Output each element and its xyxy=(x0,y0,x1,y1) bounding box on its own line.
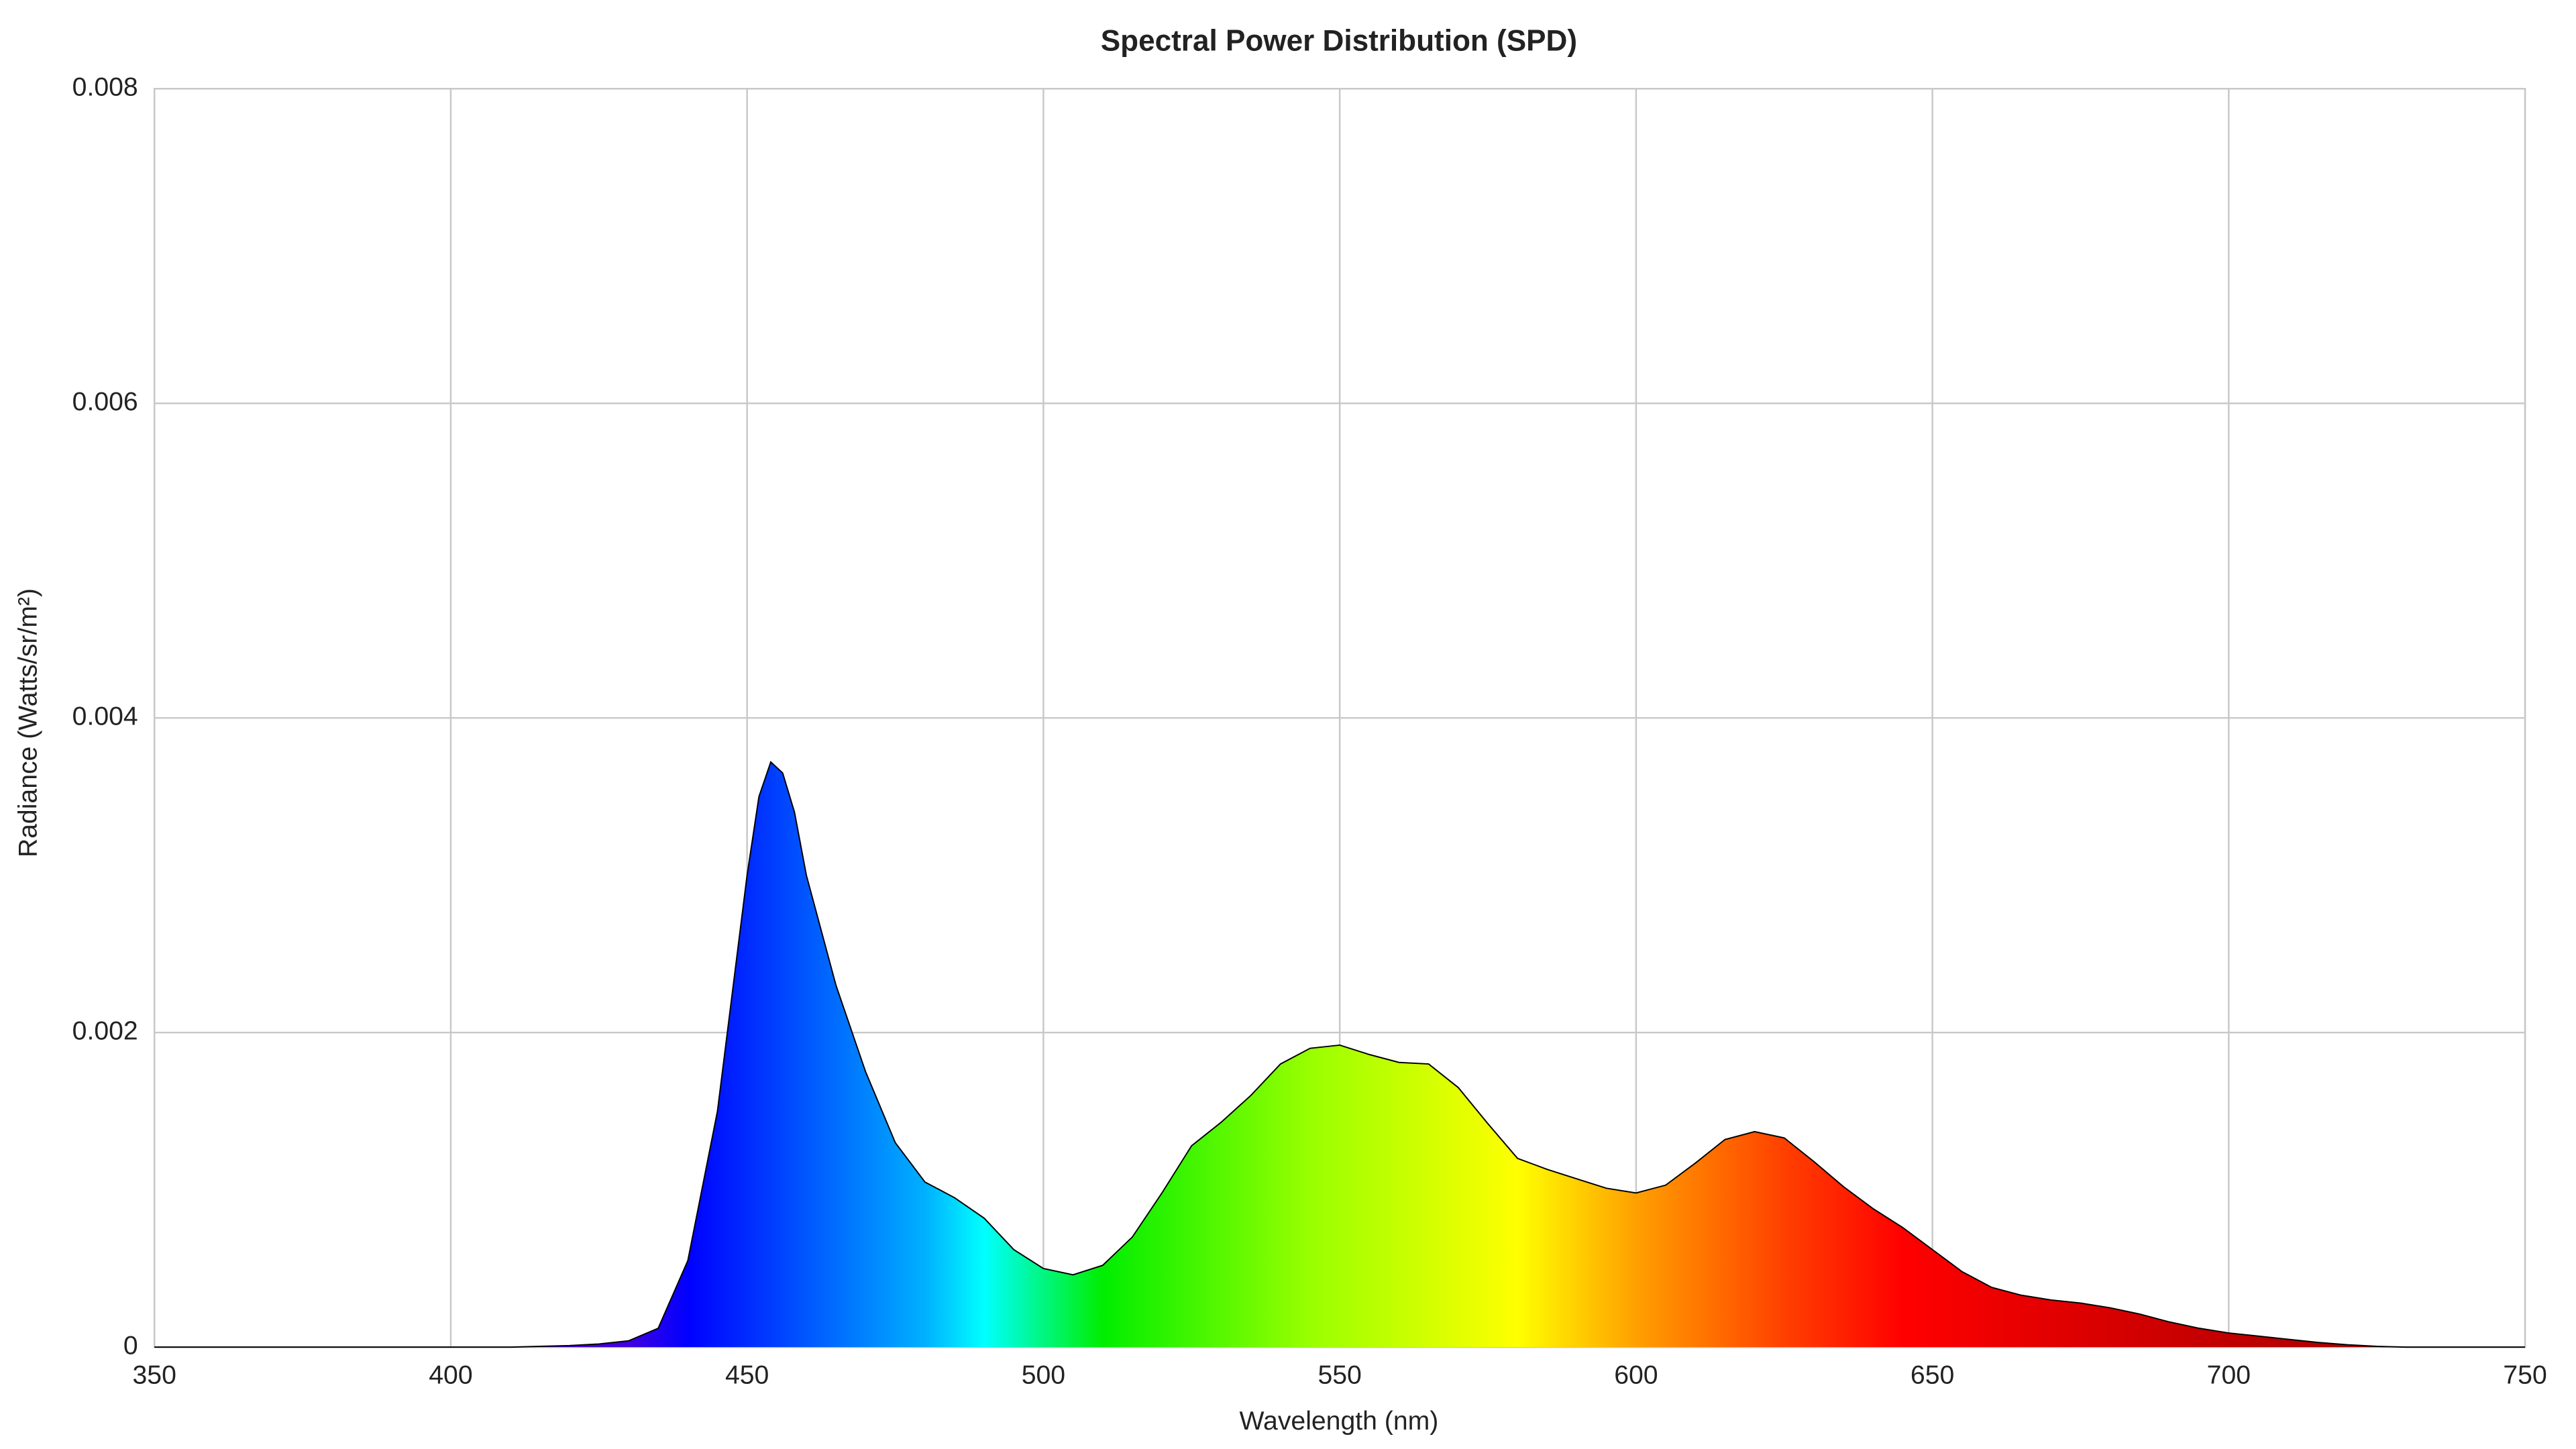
x-tick-label: 450 xyxy=(725,1361,769,1390)
x-tick-label: 550 xyxy=(1318,1361,1361,1390)
y-tick-label: 0.008 xyxy=(72,73,138,102)
x-tick-label: 600 xyxy=(1614,1361,1658,1390)
x-tick-label: 750 xyxy=(2503,1361,2546,1390)
y-tick-label: 0.004 xyxy=(72,702,138,731)
x-tick-label: 650 xyxy=(1911,1361,1954,1390)
x-axis-label: Wavelength (nm) xyxy=(1240,1407,1439,1436)
x-tick-label: 700 xyxy=(2207,1361,2251,1390)
x-tick-label: 350 xyxy=(133,1361,176,1390)
spectrum-area xyxy=(154,761,2526,1348)
y-tick-label: 0.006 xyxy=(72,388,138,417)
y-axis-label: Radiance (Watts/sr/m²) xyxy=(13,588,42,857)
x-tick-label: 400 xyxy=(429,1361,472,1390)
x-tick-label: 500 xyxy=(1022,1361,1065,1390)
spectrum-line xyxy=(154,761,2526,1348)
y-tick-label: 0 xyxy=(123,1332,138,1360)
y-tick-label: 0.002 xyxy=(72,1017,138,1046)
chart-title: Spectral Power Distribution (SPD) xyxy=(1101,24,1577,57)
